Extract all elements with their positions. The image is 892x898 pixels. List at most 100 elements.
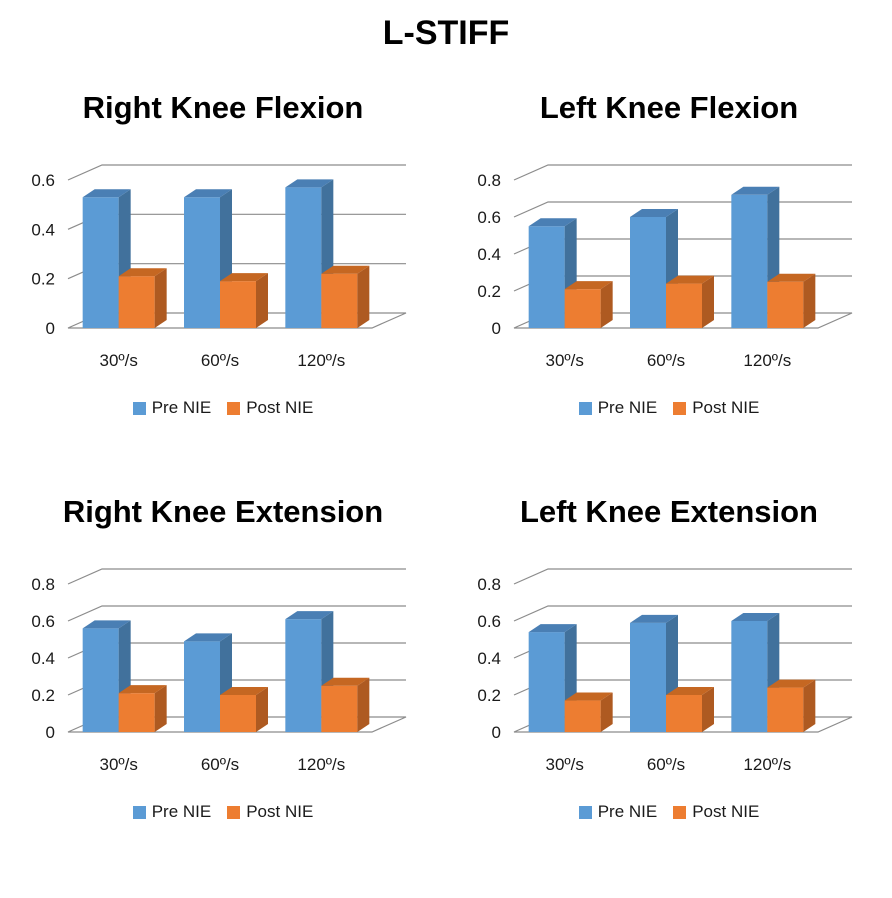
legend-label: Post NIE (692, 398, 760, 417)
bar-post-side (600, 281, 613, 328)
bar-post (220, 273, 268, 328)
y-tick-label: 0.8 (477, 575, 501, 594)
bar-post-top (118, 268, 167, 277)
legend-item-pre: Pre NIE (132, 802, 212, 822)
legend-label: Post NIE (246, 802, 314, 821)
chart-panel-left-knee-flexion: Left Knee Flexion 0 0.2 0.4 0.6 0.8 30º/s 60º/… (446, 90, 892, 494)
legend-item-post: Post NIE (227, 398, 313, 418)
gridline (513, 605, 852, 622)
bar-post-front (666, 283, 702, 328)
chart-title: Left Knee Extension (520, 494, 818, 529)
bar-post (666, 275, 714, 328)
bar-pre-top (82, 620, 131, 629)
y-tick-label: 0.2 (477, 282, 501, 301)
y-tick-label: 0.8 (31, 575, 55, 594)
bar-pre-front (731, 621, 768, 732)
bar-pre-top (285, 179, 334, 188)
x-tick-label: 120º/s (297, 351, 345, 370)
bar-pre-top (731, 613, 780, 621)
bar-pre-top (731, 186, 780, 195)
bar-post-top (666, 687, 714, 695)
bar-post-top (767, 273, 816, 282)
bar-pre-front (528, 226, 565, 328)
legend-item-post: Post NIE (673, 802, 759, 822)
main-title: L-STIFF (382, 14, 510, 52)
gridline (513, 201, 852, 218)
bar-post-front (321, 273, 358, 328)
y-tick-label: 0.4 (31, 220, 55, 239)
bar-pre-front (285, 619, 322, 732)
bar-post (564, 692, 613, 732)
bar-post-front (321, 685, 358, 732)
legend-swatch-pre (578, 401, 592, 415)
y-tick-label: 0.2 (477, 686, 501, 705)
chart-panel-right-knee-extension: Right Knee Extension 0 0.2 0.4 0.6 0.8 30º/s 6… (0, 494, 446, 898)
x-tick-label: 60º/s (201, 755, 239, 774)
bar-post-top (321, 265, 370, 274)
bar-pre-top (82, 189, 131, 198)
bar-pre-top (528, 218, 577, 227)
bar-post-top (666, 275, 714, 284)
x-tick-label: 120º/s (297, 755, 345, 774)
bar-pre-front (528, 632, 565, 732)
bar-post-top (564, 692, 613, 701)
chart-title: Left Knee Flexion (539, 90, 799, 125)
legend-item-pre: Pre NIE (132, 398, 211, 418)
legend-label: Post NIE (692, 802, 760, 821)
legend-item-pre: Pre NIE (578, 802, 658, 822)
legend-swatch-post (673, 805, 687, 819)
bar-pre-top (630, 209, 678, 217)
x-tick-label: 120º/s (743, 351, 791, 370)
legend: Pre NIE Post NIE (0, 802, 446, 822)
bar-post-side (600, 692, 613, 732)
legend-item-pre: Pre NIE (578, 398, 657, 418)
legend-swatch-pre (578, 805, 592, 819)
bar-post-side (154, 685, 167, 732)
bar-post-side (702, 275, 714, 328)
y-tick-label: 0 (492, 319, 501, 338)
bar-pre-front (82, 628, 119, 732)
bar-post-front (118, 693, 155, 732)
legend-label: Pre NIE (151, 802, 212, 821)
bar-post-front (767, 687, 804, 732)
bar-pre-front (630, 622, 666, 732)
bar-post-top (321, 677, 370, 686)
legend-label: Pre NIE (597, 802, 658, 821)
y-tick-label: 0 (46, 319, 55, 338)
y-tick-label: 0.6 (31, 612, 55, 631)
x-tick-label: 30º/s (99, 351, 137, 370)
chart-title: Right Knee Flexion (82, 90, 364, 125)
y-tick-label: 0.4 (31, 649, 55, 668)
bar-post (321, 677, 370, 732)
chart-plot: 0 0.2 0.4 0.6 0.8 30º/s 60º/s 120º/s (31, 568, 407, 774)
bar-pre (630, 209, 678, 328)
bar-pre-front (630, 217, 666, 328)
bar-pre-top (184, 189, 232, 198)
chart-plot: 0 0.2 0.4 0.6 0.8 30º/s 60º/s 120º/s (477, 164, 853, 370)
bar-pre-top (630, 614, 678, 623)
bar-post-front (564, 289, 601, 328)
bar-pre-front (731, 194, 768, 328)
bar-post (666, 687, 714, 732)
y-tick-label: 0.2 (31, 686, 55, 705)
x-tick-label: 60º/s (201, 351, 239, 370)
bar-post-side (256, 687, 268, 732)
bar-post-top (220, 273, 268, 282)
legend-swatch-post (673, 401, 687, 415)
bar-post (767, 273, 816, 328)
chart-panel-left-knee-extension: Left Knee Extension 0 0.2 0.4 0.6 0.8 30º/s 60… (446, 494, 892, 898)
bar-pre-front (184, 641, 220, 732)
gridline (513, 568, 852, 585)
bar-post-front (220, 695, 256, 732)
bar-post (118, 268, 167, 328)
y-tick-label: 0.6 (477, 208, 501, 227)
bar-pre-top (184, 633, 232, 642)
bar-post-side (702, 687, 714, 732)
y-tick-label: 0.4 (477, 245, 501, 264)
x-tick-label: 120º/s (743, 755, 791, 774)
bar-post-front (666, 695, 702, 732)
bar-post-top (220, 687, 268, 695)
bar-post-front (118, 276, 155, 328)
bar-post-side (803, 679, 816, 732)
bar-post-side (154, 268, 167, 328)
